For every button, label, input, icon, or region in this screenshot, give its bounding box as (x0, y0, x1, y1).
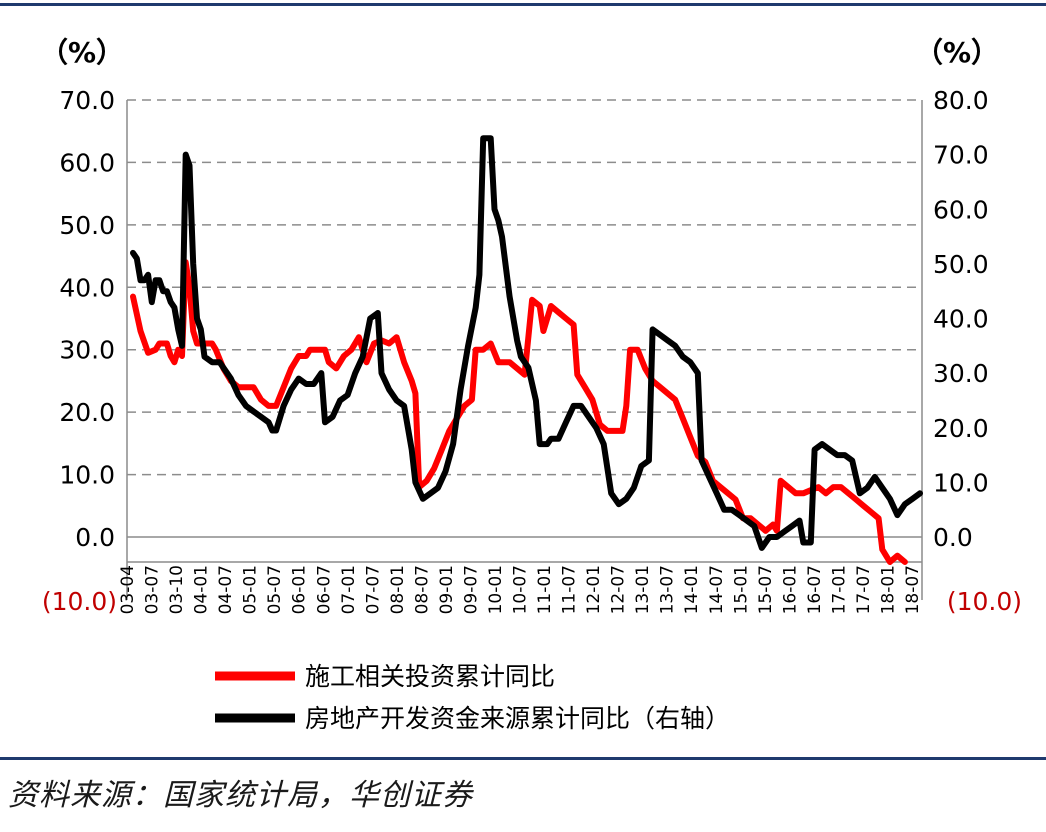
x-tick-label: 13-01 (633, 565, 653, 614)
legend: 施工相关投资累计同比 房地产开发资金来源累计同比（右轴） (215, 662, 730, 733)
series-funding-source-line (130, 135, 923, 551)
left-tick-label: 10.0 (59, 461, 115, 490)
gridlines (127, 99, 922, 476)
x-tick-label: 08-01 (388, 565, 408, 614)
right-tick-label: 0.0 (933, 523, 973, 552)
x-tick-label: 18-07 (903, 565, 923, 614)
x-tick-label: 05-01 (241, 565, 261, 614)
x-tick-label: 04-01 (192, 565, 212, 614)
x-tick-label: 07-07 (363, 565, 383, 614)
right-axis-unit: （%） (915, 36, 999, 69)
x-tick-label: 18-01 (879, 565, 899, 614)
x-tick-label: 11-01 (535, 565, 555, 614)
chart: 70.0 60.0 50.0 40.0 30.0 20.0 10.0 0.0 (10.0) 80… (40, 36, 1022, 733)
left-axis-ticks: 70.0 60.0 50.0 40.0 30.0 20.0 10.0 0.0 (10.0) (42, 86, 117, 616)
x-tick-label: 12-07 (609, 565, 629, 614)
axes (126, 100, 923, 600)
left-tick-label: 0.0 (75, 523, 115, 552)
right-tick-label: 60.0 (933, 195, 989, 224)
x-tick-label: 05-07 (265, 565, 285, 614)
x-tick-label: 15-01 (731, 565, 751, 614)
x-axis-ticks: 03-04 03-07 03-10 04-01 04-07 05-01 05-07 06-01… (118, 565, 923, 614)
left-tick-label: 60.0 (59, 148, 115, 177)
x-tick-label: 10-01 (486, 565, 506, 614)
right-tick-label: (10.0) (947, 587, 1022, 616)
x-tick-label: 06-01 (290, 565, 310, 614)
x-tick-label: 11-07 (560, 565, 580, 614)
x-tick-label: 16-01 (780, 565, 800, 614)
right-tick-label: 30.0 (933, 359, 989, 388)
right-tick-label: 40.0 (933, 305, 989, 334)
x-tick-label: 07-01 (339, 565, 359, 614)
right-tick-label: 20.0 (933, 414, 989, 443)
left-tick-label: 40.0 (59, 273, 115, 302)
series (130, 135, 923, 565)
source-note: 资料来源：国家统计局，华创证券 (8, 778, 473, 813)
x-tick-label: 13-07 (658, 565, 678, 614)
right-tick-label: 10.0 (933, 468, 989, 497)
x-tick-label: 12-01 (584, 565, 604, 614)
x-tick-label: 03-07 (143, 565, 163, 614)
x-tick-label: 08-07 (412, 565, 432, 614)
left-axis-unit: （%） (40, 36, 124, 69)
legend-label-construction: 施工相关投资累计同比 (305, 662, 555, 691)
left-tick-label: 50.0 (59, 211, 115, 240)
left-tick-label: 70.0 (59, 86, 115, 115)
legend-label-funding: 房地产开发资金来源累计同比（右轴） (305, 704, 730, 733)
right-tick-label: 50.0 (933, 250, 989, 279)
x-tick-label: 03-10 (167, 565, 187, 614)
right-axis-ticks: 80.0 70.0 60.0 50.0 40.0 30.0 20.0 10.0 0.0 (10.0… (933, 86, 1022, 616)
x-tick-label: 06-07 (314, 565, 334, 614)
x-tick-label: 15-07 (756, 565, 776, 614)
x-tick-label: 16-07 (805, 565, 825, 614)
x-tick-label: 17-01 (829, 565, 849, 614)
bottom-rule (0, 757, 1046, 760)
right-tick-label: 80.0 (933, 86, 989, 115)
right-tick-label: 70.0 (933, 141, 989, 170)
x-tick-label: 09-07 (461, 565, 481, 614)
left-tick-label: 30.0 (59, 336, 115, 365)
x-tick-label: 14-07 (707, 565, 727, 614)
x-tick-label: 10-07 (511, 565, 531, 614)
left-tick-label: 20.0 (59, 398, 115, 427)
x-tick-label: 04-07 (216, 565, 236, 614)
top-rule (0, 3, 1046, 6)
x-tick-label: 14-01 (682, 565, 702, 614)
x-tick-label: 17-07 (854, 565, 874, 614)
x-tick-label: 09-01 (437, 565, 457, 614)
left-tick-label: (10.0) (42, 587, 117, 616)
x-tick-label: 03-04 (118, 565, 138, 614)
